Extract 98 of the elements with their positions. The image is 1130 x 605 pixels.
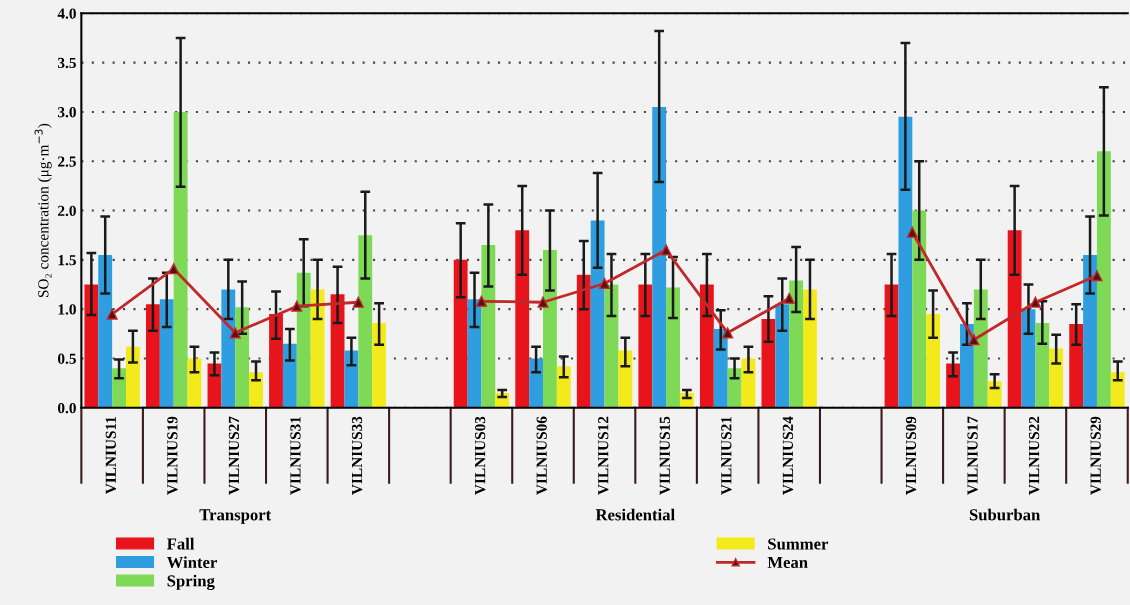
legend-label: Spring <box>167 574 215 590</box>
y-axis-title: SO₂ concentration (μg·m$^{−3}$) <box>34 123 52 298</box>
y-tick-label: 2.0 <box>58 205 76 217</box>
bar <box>235 307 250 408</box>
y-tick-label: 3.0 <box>57 107 76 118</box>
bar <box>946 363 961 408</box>
point <box>475 295 488 307</box>
point <box>106 308 118 320</box>
bar <box>1049 348 1064 408</box>
text: Residential <box>595 508 675 521</box>
bar <box>604 284 619 408</box>
point <box>352 296 364 308</box>
bar <box>987 381 1002 408</box>
bar <box>125 346 140 408</box>
legend-label: Summer <box>768 538 829 550</box>
bar <box>775 304 790 408</box>
bar <box>98 254 113 408</box>
bar <box>1007 230 1022 408</box>
bar <box>652 106 667 408</box>
point <box>168 263 180 275</box>
bar <box>372 322 387 408</box>
bar <box>789 280 804 408</box>
y-tick-label: 4.0 <box>57 8 76 19</box>
bar <box>173 111 188 408</box>
bar <box>296 272 311 408</box>
legend-label: Mean <box>767 556 808 569</box>
x-tick-label: VILNIUS03 <box>474 416 486 495</box>
bar <box>358 235 373 408</box>
x-tick-label: VILNIUS17 <box>967 416 978 495</box>
text: Transport <box>199 509 272 524</box>
y-tick-label: 1.5 <box>58 255 76 266</box>
bar <box>973 289 988 408</box>
bar <box>84 284 99 408</box>
bar <box>112 368 126 408</box>
x-tick-label: VILNIUS06 <box>536 416 547 495</box>
point <box>722 327 734 339</box>
x-tick-label: VILNIUS15 <box>659 416 671 495</box>
bar <box>515 230 530 408</box>
bar <box>638 284 653 408</box>
x-tick-label: VILNIUS27 <box>228 416 240 495</box>
point <box>291 300 303 312</box>
bar <box>1021 309 1036 408</box>
point <box>229 327 241 339</box>
point <box>598 277 611 290</box>
y-tick-label: 0.5 <box>57 353 76 364</box>
x-tick-label: VILNIUS19 <box>167 416 178 495</box>
bar <box>761 319 776 408</box>
bar <box>1069 323 1084 408</box>
bar <box>453 259 468 408</box>
bar <box>699 284 714 408</box>
point <box>783 292 795 304</box>
bar <box>576 274 591 408</box>
bar <box>912 210 927 408</box>
point <box>968 334 980 346</box>
point <box>1091 270 1103 282</box>
y-tick-label: 3.5 <box>57 57 76 69</box>
bar <box>884 284 899 408</box>
x-tick-label: VILNIUS33 <box>351 416 363 495</box>
y-tick-label: 0.0 <box>57 402 76 414</box>
point <box>906 226 918 238</box>
bar <box>926 314 941 408</box>
bar <box>727 368 742 408</box>
bar <box>1096 151 1111 408</box>
text: Suburban <box>969 508 1041 521</box>
bar <box>898 116 913 408</box>
bar <box>145 304 160 408</box>
x-tick-label: VILNIUS11 <box>105 416 117 495</box>
y-tick-label: 1.0 <box>58 304 76 315</box>
y-tick-label: 2.5 <box>58 156 76 167</box>
bar <box>1035 322 1050 408</box>
bar <box>556 366 571 408</box>
bar <box>221 289 236 408</box>
bar <box>159 299 174 408</box>
point <box>1029 296 1041 308</box>
x-tick-label: VILNIUS21 <box>721 416 732 495</box>
bar <box>666 287 680 408</box>
bar <box>269 314 283 408</box>
legend-label: Fall <box>166 537 195 550</box>
bar <box>590 220 605 408</box>
x-tick-label: VILNIUS29 <box>1090 416 1101 495</box>
legend-label: Winter <box>166 556 217 569</box>
x-tick-label: VILNIUS09 <box>905 416 917 495</box>
bar <box>1083 254 1097 408</box>
point <box>537 296 549 308</box>
bar <box>618 350 633 408</box>
bar <box>1110 372 1125 408</box>
bar <box>282 343 297 408</box>
x-tick-label: VILNIUS12 <box>598 416 609 495</box>
x-tick-label: VILNIUS24 <box>782 416 794 495</box>
bar <box>344 350 359 408</box>
x-tick-label: VILNIUS31 <box>290 416 301 495</box>
x-tick-label: VILNIUS22 <box>1028 416 1040 495</box>
point <box>660 244 672 256</box>
bar <box>249 372 263 408</box>
bar <box>543 249 557 408</box>
bar <box>481 245 496 408</box>
bar <box>803 289 817 408</box>
bar <box>529 358 543 408</box>
